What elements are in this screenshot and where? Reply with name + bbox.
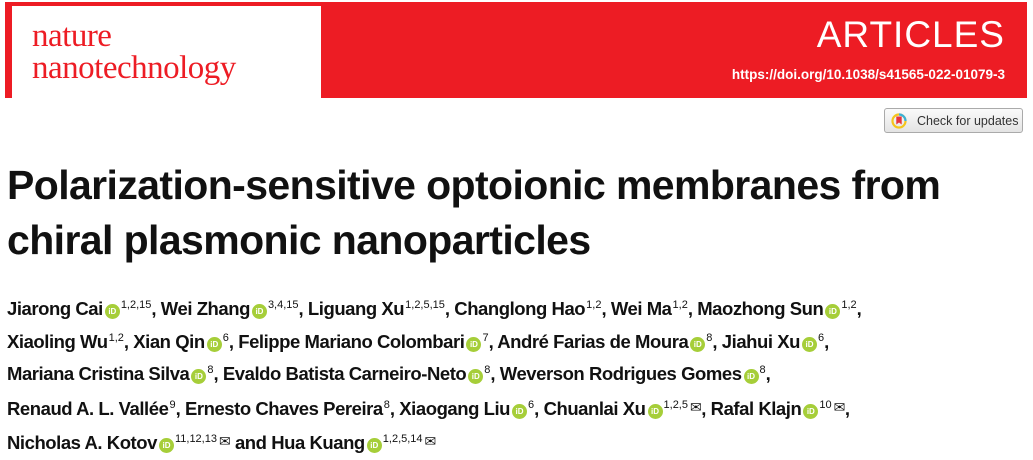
affiliation-superscript[interactable]: 1,2 xyxy=(586,299,602,311)
logo-text-nanotechnology: nanotechnology xyxy=(32,50,236,86)
orcid-icon[interactable]: iD xyxy=(802,336,817,352)
author-name[interactable]: Xian Qin xyxy=(133,330,205,352)
author-separator: , xyxy=(444,298,455,319)
orcid-icon[interactable]: iD xyxy=(512,403,528,419)
affiliation-superscript[interactable]: 1,2,5,15 xyxy=(405,299,445,311)
affiliation-superscript[interactable]: 11,12,13 xyxy=(174,433,217,445)
affiliation-superscript[interactable]: 10 xyxy=(819,398,832,411)
orcid-icon[interactable]: iD xyxy=(104,304,120,319)
author-separator: , xyxy=(701,397,711,419)
author-separator: , xyxy=(175,397,185,419)
affiliation-superscript[interactable]: 1,2,15 xyxy=(120,299,152,311)
orcid-icon[interactable]: iD xyxy=(825,304,841,319)
envelope-icon[interactable]: ✉ xyxy=(424,433,437,449)
author-separator: , xyxy=(488,330,498,352)
affiliation-superscript[interactable]: 6 xyxy=(222,331,229,344)
check-for-updates-button[interactable]: Check for updates xyxy=(884,108,1023,133)
affiliation-superscript[interactable]: 1,2 xyxy=(108,331,124,344)
author-separator: , xyxy=(228,330,239,352)
check-for-updates-label: Check for updates xyxy=(917,113,1019,128)
orcid-icon[interactable]: iD xyxy=(743,369,759,384)
author-separator: , xyxy=(389,397,400,419)
affiliation-superscript[interactable]: 1,2 xyxy=(672,299,688,311)
author-name[interactable]: Felippe Mariano Colombari xyxy=(238,330,465,352)
author-name[interactable]: Weverson Rodrigues Gomes xyxy=(499,363,742,384)
author-separator: and xyxy=(230,432,272,453)
envelope-icon[interactable]: ✉ xyxy=(689,398,702,415)
orcid-icon[interactable]: iD xyxy=(647,403,663,419)
logo-text-nature: nature xyxy=(32,18,112,54)
orcid-icon[interactable]: iD xyxy=(468,369,484,384)
author-list: Jiarong Cai iD1,2,15, Wei Zhang iD3,4,15, … xyxy=(7,293,1032,460)
author-name[interactable]: Liguang Xu xyxy=(307,298,405,319)
author-line: Nicholas A. Kotov iD11,12,13 ✉ and Hua Kua… xyxy=(7,425,1032,460)
author-line: Jiarong Cai iD1,2,15, Wei Zhang iD3,4,15, … xyxy=(7,293,1032,326)
orcid-icon[interactable]: iD xyxy=(251,304,267,319)
author-line: Mariana Cristina Silva iD8, Evaldo Batist… xyxy=(7,358,1032,391)
author-separator: , xyxy=(298,298,308,319)
author-separator: , xyxy=(490,363,500,384)
author-name[interactable]: Ernesto Chaves Pereira xyxy=(184,397,383,419)
affiliation-superscript[interactable]: 6 xyxy=(818,331,825,344)
author-name[interactable]: Maozhong Sun xyxy=(697,298,824,319)
author-separator: , xyxy=(151,298,161,319)
author-line: Xiaoling Wu1,2, Xian Qin iD6, Felippe Mar… xyxy=(7,326,1032,359)
affiliation-superscript[interactable]: 1,2 xyxy=(841,299,857,311)
author-separator: , xyxy=(765,363,771,384)
affiliation-superscript[interactable]: 6 xyxy=(528,398,535,411)
author-name[interactable]: Rafal Klajn xyxy=(710,397,802,419)
author-name[interactable]: André Farias de Moura xyxy=(497,330,689,352)
orcid-icon[interactable]: iD xyxy=(466,336,482,352)
author-name[interactable]: Xiaoling Wu xyxy=(7,330,108,352)
envelope-icon[interactable]: ✉ xyxy=(833,398,846,415)
affiliation-superscript[interactable]: 8 xyxy=(207,364,214,376)
author-name[interactable]: Evaldo Batista Carneiro-Neto xyxy=(222,363,467,384)
author-name[interactable]: Jiarong Cai xyxy=(7,298,103,319)
crossmark-icon xyxy=(891,112,907,129)
author-name[interactable]: Mariana Cristina Silva xyxy=(7,363,190,384)
article-title: Polarization-sensitive optoionic membran… xyxy=(7,158,1027,268)
author-separator: , xyxy=(213,363,223,384)
journal-banner: nature nanotechnology ARTICLES https://d… xyxy=(5,2,1027,98)
author-name[interactable]: Hua Kuang xyxy=(271,432,365,453)
author-name[interactable]: Chuanlai Xu xyxy=(543,397,646,419)
author-separator: , xyxy=(844,397,850,419)
orcid-icon[interactable]: iD xyxy=(366,438,382,453)
author-separator: , xyxy=(712,330,722,352)
author-separator: , xyxy=(824,330,829,352)
author-line: Renaud A. L. Vallée9, Ernesto Chaves Per… xyxy=(7,391,1032,426)
author-separator: , xyxy=(687,298,698,319)
affiliation-superscript[interactable]: 8 xyxy=(484,364,491,376)
author-name[interactable]: Wei Zhang xyxy=(160,298,251,319)
section-label: ARTICLES xyxy=(816,14,1005,55)
orcid-icon[interactable]: iD xyxy=(158,438,174,453)
orcid-icon[interactable]: iD xyxy=(191,369,207,384)
author-separator: , xyxy=(534,397,544,419)
affiliation-superscript[interactable]: 8 xyxy=(383,398,390,411)
affiliation-superscript[interactable]: 7 xyxy=(482,331,489,344)
author-name[interactable]: Xiaogang Liu xyxy=(399,397,511,419)
author-separator: , xyxy=(123,330,134,352)
orcid-icon[interactable]: iD xyxy=(803,403,819,419)
author-name[interactable]: Wei Ma xyxy=(610,298,672,319)
title-line-1: Polarization-sensitive optoionic membran… xyxy=(7,162,941,208)
author-name[interactable]: Renaud A. L. Vallée xyxy=(7,397,169,419)
orcid-icon[interactable]: iD xyxy=(206,336,222,352)
affiliation-superscript[interactable]: 1,2,5 xyxy=(663,398,688,411)
affiliation-superscript[interactable]: 8 xyxy=(706,331,713,344)
affiliation-superscript[interactable]: 9 xyxy=(169,398,176,411)
author-name[interactable]: Jiahui Xu xyxy=(721,330,801,352)
journal-logo[interactable]: nature nanotechnology xyxy=(12,6,321,98)
affiliation-superscript[interactable]: 3,4,15 xyxy=(267,299,299,311)
author-separator: , xyxy=(601,298,611,319)
orcid-icon[interactable]: iD xyxy=(690,336,706,352)
affiliation-superscript[interactable]: 1,2,5,14 xyxy=(382,433,423,445)
doi-link[interactable]: https://doi.org/10.1038/s41565-022-01079… xyxy=(731,67,1005,82)
envelope-icon[interactable]: ✉ xyxy=(218,433,231,449)
title-line-2: chiral plasmonic nanoparticles xyxy=(7,217,591,263)
affiliation-superscript[interactable]: 8 xyxy=(759,364,766,376)
author-name[interactable]: Nicholas A. Kotov xyxy=(7,432,157,453)
author-name[interactable]: Changlong Hao xyxy=(454,298,586,319)
author-separator: , xyxy=(856,298,862,319)
